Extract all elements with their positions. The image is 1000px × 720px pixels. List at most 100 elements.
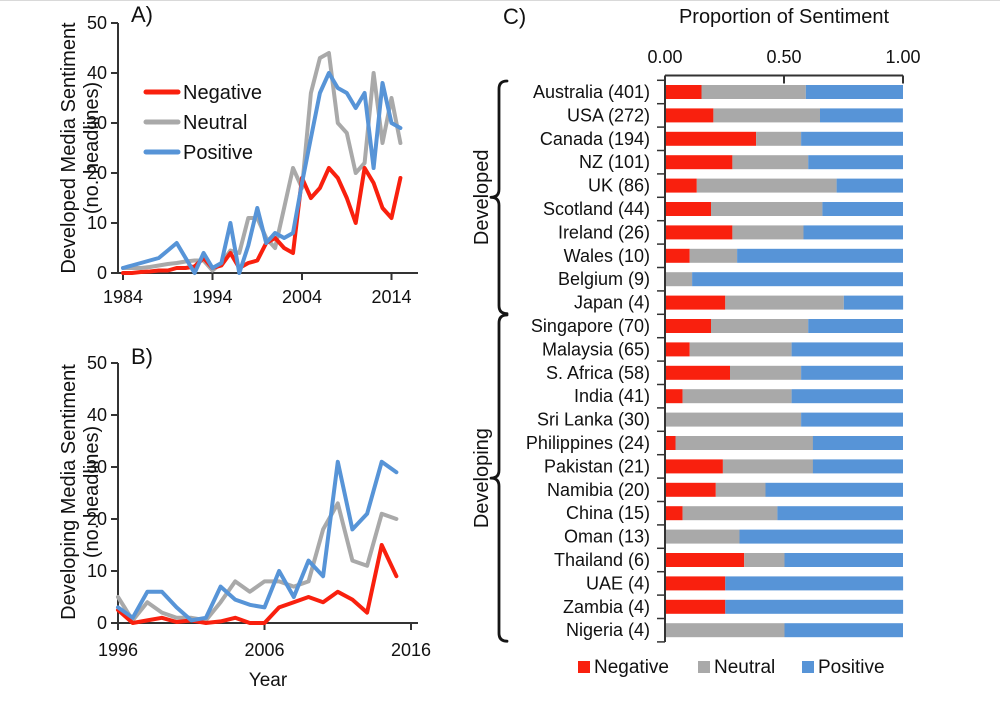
bar-segment-positive xyxy=(808,155,903,170)
panel-c-x-tick-label: 0.50 xyxy=(766,47,801,67)
panel-b-x-axis-label: Year xyxy=(248,670,288,691)
panel-a-letter: A) xyxy=(131,2,153,27)
bar-segment-negative xyxy=(666,108,714,123)
panel-c-x-tick-label: 1.00 xyxy=(885,47,920,67)
bar-segment-positive xyxy=(801,365,903,380)
panel-a-x-tick-label: 2014 xyxy=(371,287,411,307)
bar-segment-positive xyxy=(801,131,903,146)
bar-row-label: NZ (101) xyxy=(579,152,650,172)
bar-segment-neutral xyxy=(744,553,785,567)
bar-row-label: Oman (13) xyxy=(564,527,650,547)
bar-segment-positive xyxy=(765,482,903,497)
panel-a-legend-label-positive: Positive xyxy=(183,142,253,164)
bar-segment-positive xyxy=(843,295,904,310)
bar-segment-neutral xyxy=(696,178,837,193)
group-label-developed: Developed xyxy=(471,149,493,245)
panel-b-y-axis-label-line2: (no. headlines) xyxy=(81,425,103,559)
bar-row-label: Wales (10) xyxy=(564,246,650,266)
panel-b-x-tick-label: 2006 xyxy=(244,640,284,660)
bar-segment-negative xyxy=(666,85,702,99)
group-label-developing: Developing xyxy=(471,428,493,528)
bar-segment-neutral xyxy=(722,459,813,474)
bar-segment-positive xyxy=(777,506,903,521)
bar-segment-neutral xyxy=(715,482,766,497)
bar-segment-positive xyxy=(791,342,903,357)
panel-a-series-line-positive xyxy=(121,71,403,275)
bar-segment-neutral xyxy=(701,85,806,99)
bar-segment-negative xyxy=(666,155,733,170)
bar-segment-positive xyxy=(784,553,903,567)
bar-row-label: Pakistan (21) xyxy=(544,456,650,476)
bar-row-label: India (41) xyxy=(574,386,650,406)
bar-segment-neutral xyxy=(666,272,693,287)
bar-segment-neutral xyxy=(711,202,823,216)
panel-b-y-tick-label: 50 xyxy=(87,353,107,373)
panel-a-y-tick-label: 10 xyxy=(87,213,107,233)
bar-segment-neutral xyxy=(756,131,802,146)
bar-row-label: UAE (4) xyxy=(586,573,650,593)
bar-segment-positive xyxy=(812,436,903,450)
bar-segment-negative xyxy=(666,389,683,404)
panel-b-series-line-positive xyxy=(116,459,399,623)
panel-a-y-tick-label: 40 xyxy=(87,63,107,83)
bar-segment-neutral xyxy=(711,319,809,333)
panel-b-y-tick-label: 0 xyxy=(97,613,107,633)
bar-segment-neutral xyxy=(732,155,809,170)
panel-b-letter: B) xyxy=(131,344,153,369)
panel-c-legend-swatch-negative xyxy=(578,661,590,673)
bar-segment-positive xyxy=(725,599,904,614)
bar-row-label: USA (272) xyxy=(567,105,650,125)
bar-segment-negative xyxy=(666,459,723,474)
bar-segment-positive xyxy=(791,389,903,404)
panel-b-y-axis-label-line1: Developing Media Sentiment xyxy=(58,364,80,620)
bar-segment-positive xyxy=(725,576,904,591)
panel-b-y-tick-label: 30 xyxy=(87,457,107,477)
panel-a-x-tick-label: 2004 xyxy=(282,287,322,307)
panel-c-x-tick-label: 0.00 xyxy=(647,47,682,67)
bar-row-label: Australia (401) xyxy=(533,82,650,102)
bar-row-label: Malaysia (65) xyxy=(542,339,650,359)
panel-c-legend-swatch-neutral xyxy=(698,661,710,673)
bar-segment-neutral xyxy=(666,623,785,638)
panel-a-x-tick-label: 1984 xyxy=(103,287,143,307)
panel-c-legend-label-negative: Negative xyxy=(594,657,669,678)
panel-b-x-tick-label: 1996 xyxy=(98,640,138,660)
bar-row-label: Philippines (24) xyxy=(526,433,650,453)
bar-row-label: Japan (4) xyxy=(574,293,650,313)
bar-row-label: Ireland (26) xyxy=(558,222,650,242)
bar-segment-positive xyxy=(812,459,903,474)
group-brace-developed xyxy=(489,79,509,315)
panel-a-y-axis-label: Developed Media Sentiment (no. headlines… xyxy=(58,0,104,308)
bar-segment-neutral xyxy=(713,108,821,123)
bar-segment-negative xyxy=(666,342,690,357)
panel-a-legend-label-neutral: Neutral xyxy=(183,112,247,134)
bar-segment-negative xyxy=(666,131,757,146)
bar-row-label: Nigeria (4) xyxy=(566,620,650,640)
panel-b-series-line-neutral xyxy=(116,501,399,623)
panel-c-legend-label-neutral: Neutral xyxy=(714,657,775,678)
bar-segment-negative xyxy=(666,553,745,567)
panel-a-y-tick-label: 0 xyxy=(97,263,107,283)
panel-a-legend-label-negative: Negative xyxy=(183,82,262,104)
bar-segment-neutral xyxy=(732,225,804,240)
bar-row-label: S. Africa (58) xyxy=(546,363,650,383)
bar-row-label: Namibia (20) xyxy=(547,480,650,500)
bar-segment-negative xyxy=(666,576,726,591)
panel-c-letter: C) xyxy=(503,4,527,29)
panel-c-title: Proportion of Sentiment xyxy=(678,6,890,28)
bar-segment-positive xyxy=(737,248,903,263)
bar-row-label: Sri Lanka (30) xyxy=(537,410,650,430)
page-top-edge xyxy=(0,0,1000,1)
bar-segment-neutral xyxy=(689,248,738,263)
panel-a-y-axis-label-line1: Developed Media Sentiment xyxy=(58,22,80,274)
panel-b-y-tick-label: 40 xyxy=(87,405,107,425)
panel-b-y-tick-label: 20 xyxy=(87,509,107,529)
panel-a-y-axis-label-line2: (no. headlines) xyxy=(81,81,103,215)
bar-segment-negative xyxy=(666,482,716,497)
panel-a-y-tick-label: 30 xyxy=(87,113,107,133)
panel-a-y-tick-label: 20 xyxy=(87,163,107,183)
panel-b-series-line-negative xyxy=(116,543,399,625)
bar-segment-positive xyxy=(784,623,903,638)
bar-row-label: UK (86) xyxy=(588,176,650,196)
